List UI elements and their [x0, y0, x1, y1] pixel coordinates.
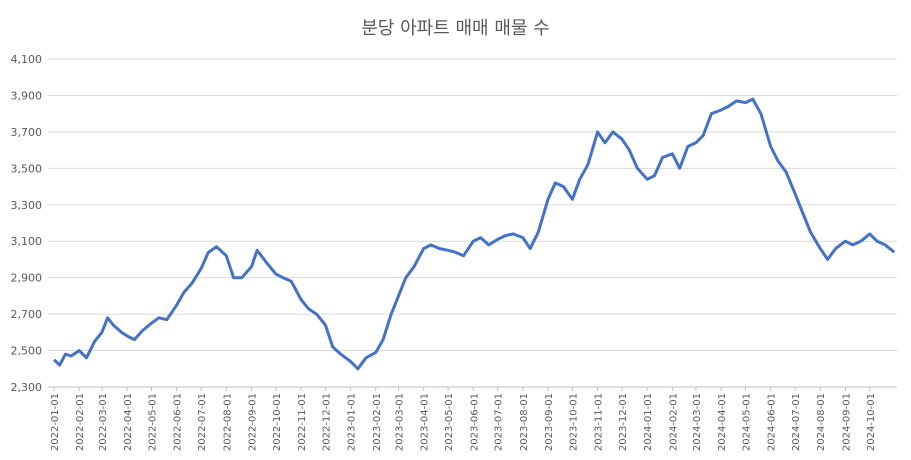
x-tick-label: 2022-07-01	[197, 393, 208, 451]
x-tick-label: 2023-03-01	[395, 393, 406, 451]
x-tick-label: 2023-05-01	[444, 393, 455, 451]
x-tick-label: 2022-06-01	[173, 393, 184, 451]
x-tick-label: 2023-07-01	[494, 393, 505, 451]
x-tick-label: 2023-11-01	[594, 393, 605, 451]
x-tick-label: 2023-12-01	[618, 393, 629, 451]
x-tick-label: 2024-09-01	[841, 393, 852, 451]
y-tick-label: 4,100	[11, 53, 43, 66]
chart-title: 분당 아파트 매매 매물 수	[361, 18, 550, 39]
x-tick-label: 2022-08-01	[222, 393, 233, 451]
y-tick-label: 2,500	[11, 345, 43, 358]
x-tick-label: 2022-12-01	[321, 393, 332, 451]
x-tick-label: 2024-05-01	[741, 393, 752, 451]
x-tick-label: 2022-02-01	[75, 393, 86, 451]
x-tick-label: 2024-08-01	[816, 393, 827, 451]
x-tick-label: 2024-07-01	[791, 393, 802, 451]
y-tick-label: 3,100	[11, 235, 43, 248]
x-tick-label: 2023-08-01	[519, 393, 530, 451]
x-tick-label: 2024-06-01	[767, 393, 778, 451]
y-tick-label: 3,300	[11, 199, 43, 212]
y-tick-label: 3,700	[11, 126, 43, 139]
x-tick-label: 2024-02-01	[668, 393, 679, 451]
x-tick-label: 2022-09-01	[247, 393, 258, 451]
x-tick-label: 2024-03-01	[692, 393, 703, 451]
x-tick-label: 2022-03-01	[98, 393, 109, 451]
x-tick-label: 2022-11-01	[297, 393, 308, 451]
y-tick-label: 3,900	[11, 89, 43, 102]
x-tick-label: 2022-01-01	[50, 393, 61, 451]
y-tick-label: 3,500	[11, 162, 43, 175]
y-tick-label: 2,900	[11, 272, 43, 285]
x-tick-label: 2023-04-01	[420, 393, 431, 451]
series-line	[52, 97, 896, 371]
x-tick-label: 2023-01-01	[347, 393, 358, 451]
x-tick-label: 2022-05-01	[148, 393, 159, 451]
x-tick-label: 2023-02-01	[372, 393, 383, 451]
x-tick-label: 2023-06-01	[469, 393, 480, 451]
x-tick-label: 2022-04-01	[123, 393, 134, 451]
x-tick-label: 2022-10-01	[272, 393, 283, 451]
y-tick-label: 2,700	[11, 308, 43, 321]
x-tick-label: 2023-09-01	[544, 393, 555, 451]
x-tick-label: 2024-01-01	[643, 393, 654, 451]
y-tick-label: 2,300	[11, 381, 43, 394]
x-tick-label: 2023-10-01	[568, 393, 579, 451]
x-tick-label: 2024-04-01	[717, 393, 728, 451]
x-tick-label: 2024-10-01	[866, 393, 877, 451]
